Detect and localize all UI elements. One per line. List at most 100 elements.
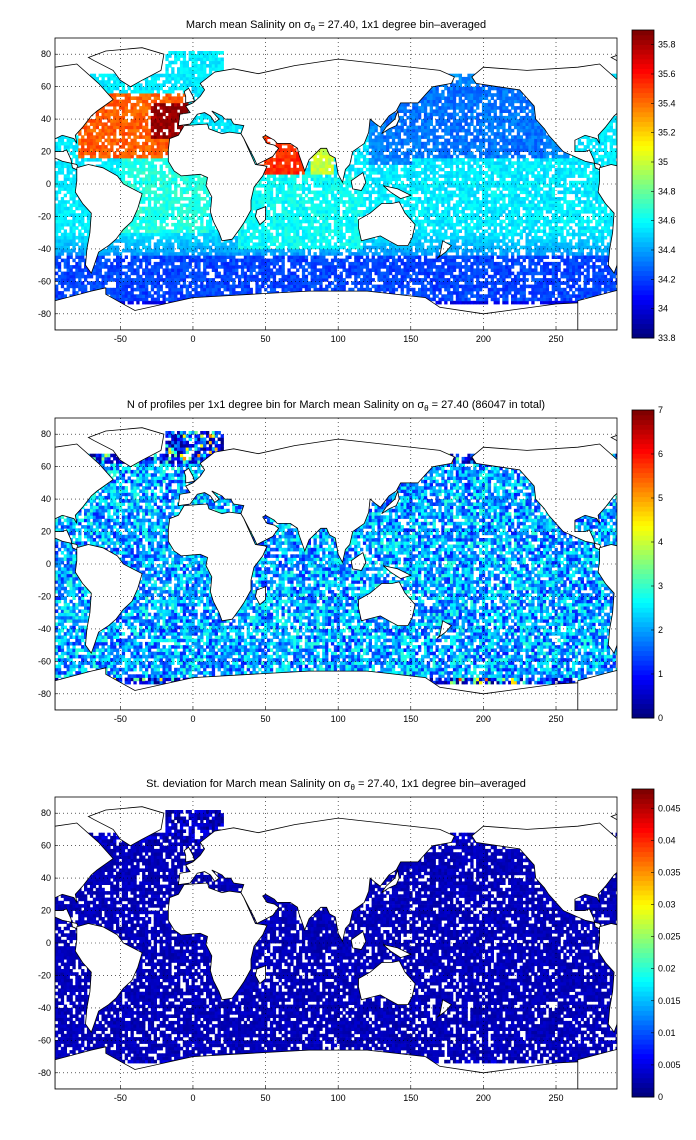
x-tick-label: 250 — [548, 714, 563, 724]
colorbar-segment — [632, 909, 654, 915]
colorbar-segment — [632, 995, 654, 1002]
colorbar-segment — [632, 92, 654, 98]
y-tick-label: -80 — [38, 1068, 51, 1078]
colorbar-segment — [632, 82, 654, 89]
colorbar-segment — [632, 1010, 654, 1016]
colorbar-segment — [632, 568, 654, 575]
land-masses — [55, 427, 617, 710]
colorbar-tick-label: 35.4 — [658, 98, 676, 108]
land-masses — [55, 47, 617, 330]
colorbar-segment — [632, 645, 654, 652]
colorbar-segment — [632, 198, 654, 204]
colorbar-segment — [632, 256, 654, 262]
colorbar-segment — [632, 713, 654, 719]
colorbar-segment — [632, 1082, 654, 1088]
colorbar-tick-label: 34.8 — [658, 186, 676, 196]
colorbar-segment — [632, 63, 654, 69]
colorbar-segment — [632, 155, 654, 161]
y-tick-label: 20 — [41, 527, 51, 537]
colorbar-segment — [632, 309, 654, 315]
colorbar-segment — [632, 1020, 654, 1026]
y-tick-label: 40 — [41, 873, 51, 883]
colorbar-segment — [632, 612, 654, 618]
colorbar-segment — [632, 54, 654, 60]
colorbar-segment — [632, 515, 654, 522]
continent-japan — [381, 489, 400, 515]
x-tick-label: 150 — [403, 714, 418, 724]
colorbar-tick-label: 34.6 — [658, 216, 676, 226]
x-tick-label: 0 — [190, 334, 195, 344]
colorbar-segment — [632, 1053, 654, 1059]
continent-south-america — [597, 923, 617, 1034]
colorbar-tick-label: 7 — [658, 405, 663, 415]
colorbar-segment — [632, 188, 654, 195]
colorbar-tick-label: 6 — [658, 449, 663, 459]
colorbar-segment — [632, 827, 654, 833]
y-tick-label: 60 — [41, 841, 51, 851]
colorbar-segment — [632, 703, 654, 709]
colorbar-segment — [632, 232, 654, 238]
colorbar-segment — [632, 943, 654, 949]
continent-borneo — [350, 930, 367, 950]
continent-new-guinea — [382, 944, 412, 959]
colorbar-segment — [632, 798, 654, 804]
colorbar-segment — [632, 885, 654, 891]
continent-africa — [167, 503, 268, 622]
colorbar-segment — [632, 655, 654, 661]
colorbar-segment — [632, 665, 654, 671]
continent-australia — [358, 581, 416, 626]
x-tick-label: -50 — [114, 334, 127, 344]
colorbar-segment — [632, 1034, 654, 1040]
colorbar-segment — [632, 87, 654, 94]
colorbar-tick-label: 0.045 — [658, 803, 681, 813]
colorbar-segment — [632, 559, 654, 565]
continent-madagascar — [254, 206, 266, 226]
continent-eurasia — [177, 438, 455, 564]
continent-africa — [691, 883, 696, 1000]
continent-greenland — [87, 806, 165, 847]
colorbar-segment — [632, 323, 654, 329]
continent-new-zealand — [436, 620, 453, 639]
colorbar-segment — [632, 525, 654, 531]
map-panel-1: March mean Salinity on σθ = 27.40, 1x1 d… — [38, 19, 676, 344]
colorbar-segment — [632, 708, 654, 714]
colorbar-segment — [632, 1000, 654, 1007]
colorbar-segment — [632, 164, 654, 171]
colorbar-segment — [632, 928, 654, 934]
colorbar-segment — [632, 837, 654, 843]
panel-title: St. deviation for March mean Salinity on… — [146, 778, 526, 792]
x-tick-label: 200 — [476, 714, 491, 724]
continent-antarctica — [577, 670, 617, 710]
colorbar-segment — [632, 861, 654, 867]
colorbar-segment — [632, 174, 654, 180]
colorbar-segment — [632, 789, 654, 795]
colorbar-segment — [632, 890, 654, 896]
colorbar-segment — [632, 208, 654, 214]
continent-eurasia — [177, 817, 455, 943]
y-tick-label: -40 — [38, 244, 51, 254]
continent-antarctica — [577, 290, 617, 330]
colorbar-segment — [632, 121, 654, 127]
x-tick-label: -50 — [114, 714, 127, 724]
y-tick-label: -60 — [38, 276, 51, 286]
colorbar-segment — [632, 236, 654, 243]
colorbar-tick-label: 35.8 — [658, 40, 676, 50]
colorbar-segment — [632, 952, 654, 958]
colorbar-tick-label: 0.02 — [658, 964, 676, 974]
map-data-area — [55, 427, 617, 710]
colorbar-segment — [632, 813, 654, 819]
continent-australia — [358, 201, 416, 246]
colorbar-segment — [632, 241, 654, 248]
colorbar-tick-label: 5 — [658, 493, 663, 503]
colorbar-segment — [632, 880, 654, 886]
colorbar-segment — [632, 1005, 654, 1011]
colorbar-segment — [632, 616, 654, 623]
colorbar-segment — [632, 472, 654, 478]
y-tick-label: 60 — [41, 462, 51, 472]
colorbar-tick-label: 1 — [658, 669, 663, 679]
colorbar-segment — [632, 107, 654, 113]
colorbar-segment — [632, 962, 654, 968]
colorbar-segment — [632, 1068, 654, 1074]
colorbar-segment — [632, 894, 654, 901]
